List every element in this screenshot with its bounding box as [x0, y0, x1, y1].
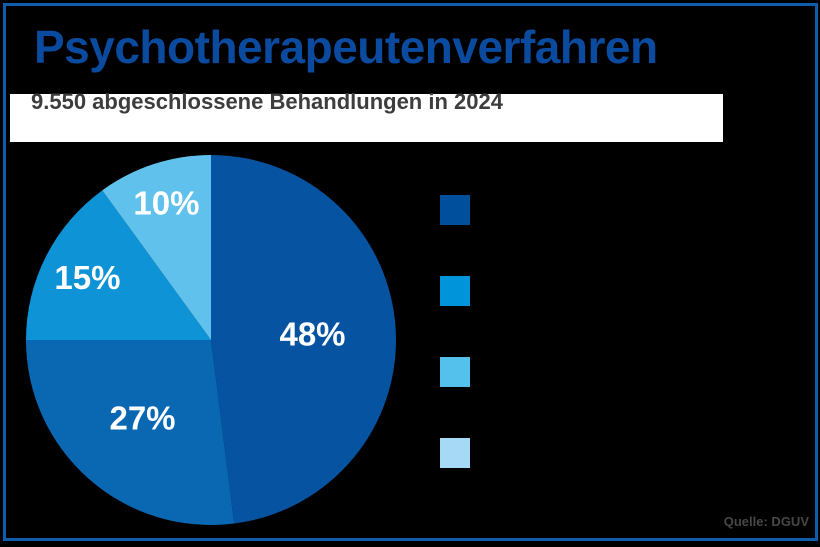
pie-chart: 48% 27% 15% 10% — [26, 155, 396, 525]
pie-slice-label: 27% — [109, 400, 175, 437]
pie-slice — [211, 155, 396, 524]
pie-slice-label: 15% — [54, 259, 120, 296]
pie-slice-label: 48% — [279, 315, 345, 352]
pie-slice — [26, 340, 235, 525]
legend-swatch — [440, 357, 470, 387]
subtitle-band — [10, 94, 723, 142]
chart-subtitle: 9.550 abgeschlossene Behandlungen in 202… — [31, 89, 503, 114]
legend — [440, 195, 470, 468]
page-title: Psychotherapeutenverfahren — [34, 21, 658, 73]
legend-swatch — [440, 438, 470, 468]
source-credit: Quelle: DGUV — [723, 514, 809, 529]
legend-swatch — [440, 195, 470, 225]
pie-slice — [26, 190, 211, 340]
legend-swatch — [440, 276, 470, 306]
pie-slice — [102, 155, 211, 340]
pie-slice-label: 10% — [133, 185, 199, 222]
